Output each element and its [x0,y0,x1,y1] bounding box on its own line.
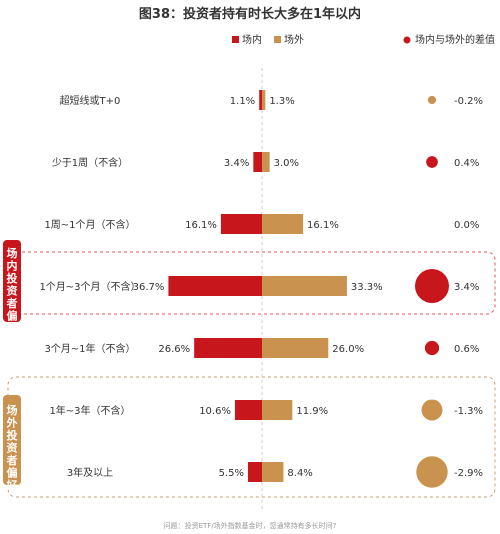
value-label-outside: 8.4% [287,468,312,479]
bar-inside [247,462,262,482]
value-label-outside: 33.3% [351,282,383,293]
value-label-inside: 5.5% [219,468,244,479]
value-label-outside: 16.1% [307,220,339,231]
group-tab-outside [3,395,21,485]
bar-outside [262,90,266,110]
diff-marker [415,269,449,303]
group-label-char: 场 [7,403,18,417]
group-label-char: 偏 [7,466,18,480]
value-label-inside: 36.7% [133,282,165,293]
value-label-inside: 3.4% [224,158,249,169]
footnote: 问题：投资ETF/场外指数基金时，您通常持有多长时间? [164,521,337,530]
bar-inside [253,152,262,172]
diff-label: 0.6% [454,344,479,355]
diff-marker [424,340,440,356]
category-label: 超短线或T+0 [60,94,121,107]
bar-inside [234,400,262,420]
bar-outside [262,152,270,172]
value-label-outside: 11.9% [296,406,328,417]
group-label-char: 者 [6,296,18,310]
bar-inside [220,214,262,234]
group-label-char: 资 [7,284,18,298]
diff-label: 3.4% [454,282,479,293]
group-label-char: 者 [6,453,18,467]
diff-label: 0.4% [454,158,479,169]
group-label-char: 投 [7,271,18,285]
diff-label: -2.9% [454,468,483,479]
bar-outside [262,338,329,358]
diff-label: -0.2% [454,96,483,107]
group-label-char: 外 [6,416,18,430]
group-label-char: 好 [6,478,18,492]
category-label: 1年~3年（不含） [49,404,130,417]
diff-label: -1.3% [454,406,483,417]
group-label-char: 内 [7,259,18,273]
group-tab-inside [3,240,21,322]
category-label: 1周~1个月（不含） [44,218,135,231]
category-label: 3个月~1年（不含） [44,342,135,355]
value-label-outside: 1.3% [269,96,294,107]
legend-label-outside: 场外 [284,33,304,46]
value-label-inside: 26.6% [158,344,190,355]
legend-diff-marker [403,36,411,44]
diff-marker [427,95,437,105]
group-label-char: 投 [7,428,18,442]
diff-marker [416,456,448,488]
bar-outside [262,400,293,420]
value-label-inside: 16.1% [185,220,217,231]
legend-swatch-outside [274,36,281,43]
chart-title: 图38：投资者持有时长大多在1年以内 [139,6,361,22]
bar-inside [259,90,262,110]
category-label: 3年及以上 [67,466,113,479]
value-label-inside: 1.1% [230,96,255,107]
bar-outside [262,276,347,296]
value-label-outside: 26.0% [332,344,364,355]
value-label-inside: 10.6% [199,406,231,417]
group-box-inside [7,251,496,315]
legend-swatch-inside [232,36,239,43]
legend-label-diff: 场内与场外的差值 [415,33,495,46]
diff-marker [426,156,438,168]
legend-label-inside: 场内 [242,33,262,46]
category-label: 少于1周（不含） [52,156,128,169]
value-label-outside: 3.0% [274,158,299,169]
group-label-char: 偏 [7,309,18,323]
bar-inside [194,338,262,358]
group-label-char: 好 [6,321,18,335]
bar-outside [262,214,304,234]
bar-outside [262,462,284,482]
bar-inside [168,276,262,296]
diff-label: 0.0% [454,220,479,231]
diff-marker [421,399,443,421]
category-label: 1个月~3个月（不含） [39,280,140,293]
group-label-char: 资 [7,441,18,455]
group-label-char: 场 [7,246,18,260]
